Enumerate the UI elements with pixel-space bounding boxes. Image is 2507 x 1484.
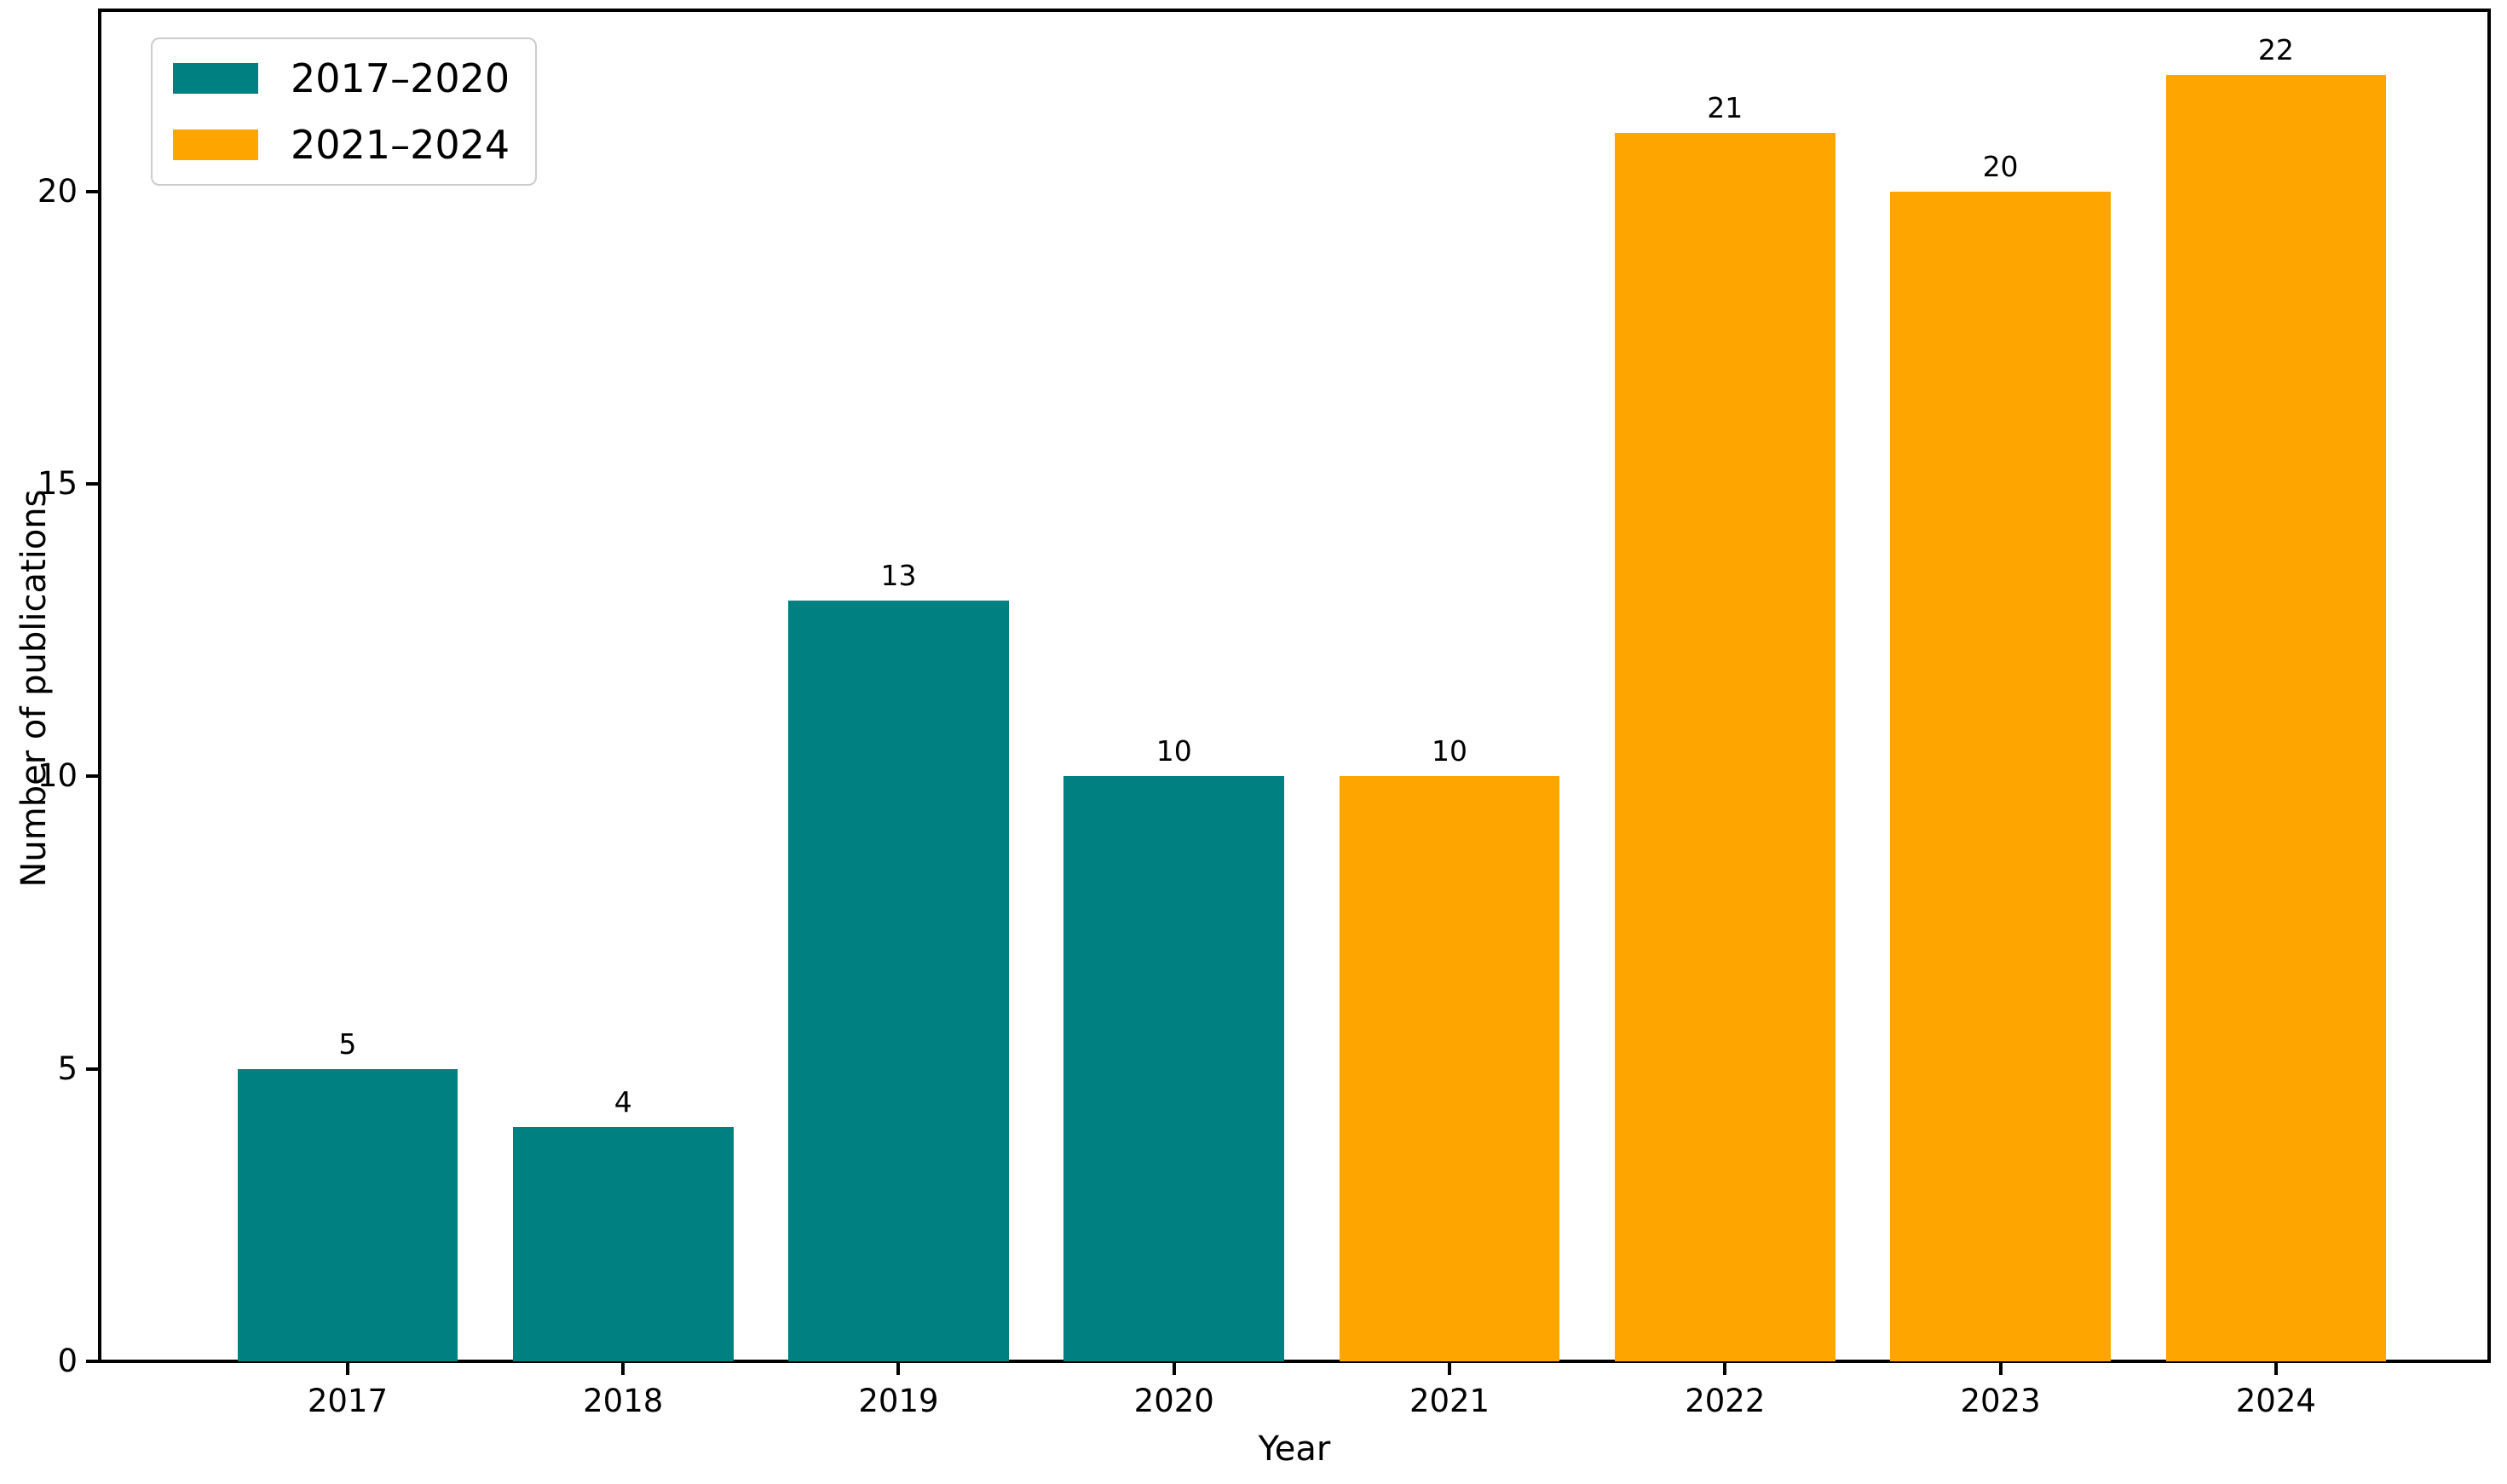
bar-value-label: 13 xyxy=(880,559,917,593)
bar-2019 xyxy=(788,601,1009,1361)
bar-value-label: 20 xyxy=(1982,149,2019,183)
legend-item-2017-2020: 2017–2020 xyxy=(173,56,510,101)
legend: 2017–2020 2021–2024 xyxy=(151,37,538,186)
x-tick-mark xyxy=(1172,1361,1176,1375)
bar-2020 xyxy=(1063,776,1285,1361)
bar-value-label: 10 xyxy=(1432,734,1468,768)
bar-2017 xyxy=(237,1068,458,1361)
x-tick-label: 2018 xyxy=(583,1383,664,1419)
legend-swatch-teal-icon xyxy=(173,63,258,94)
y-tick-label: 10 xyxy=(37,757,78,795)
y-tick-mark xyxy=(86,1360,100,1363)
x-tick-mark xyxy=(621,1361,625,1375)
y-tick-label: 0 xyxy=(57,1343,78,1379)
x-tick-mark xyxy=(1448,1361,1452,1375)
bar-value-label: 10 xyxy=(1156,734,1192,768)
x-tick-label: 2019 xyxy=(858,1383,939,1419)
y-tick-mark xyxy=(86,482,100,486)
bar-value-label: 22 xyxy=(2257,32,2294,66)
bar-2018 xyxy=(512,1127,734,1361)
bar-2022 xyxy=(1614,133,1836,1361)
bar-2021 xyxy=(1339,776,1560,1361)
y-tick-mark xyxy=(86,774,100,779)
x-tick-label: 2020 xyxy=(1133,1383,1214,1419)
bar-2024 xyxy=(2165,74,2387,1361)
y-tick-label: 5 xyxy=(57,1050,78,1087)
x-tick-label: 2022 xyxy=(1685,1383,1766,1419)
y-tick-label: 15 xyxy=(37,465,78,503)
x-tick-label: 2024 xyxy=(2235,1383,2316,1419)
bar-value-label: 21 xyxy=(1707,91,1743,125)
legend-label: 2021–2024 xyxy=(291,122,510,168)
x-axis-label: Year xyxy=(1258,1429,1331,1469)
x-tick-label: 2021 xyxy=(1409,1383,1490,1419)
bar-value-label: 5 xyxy=(338,1027,357,1061)
x-tick-mark xyxy=(2274,1361,2278,1375)
legend-label: 2017–2020 xyxy=(291,55,510,101)
x-tick-mark xyxy=(896,1361,901,1375)
x-tick-label: 2023 xyxy=(1960,1383,2041,1419)
x-tick-mark xyxy=(1998,1361,2003,1375)
y-tick-mark xyxy=(86,189,100,193)
bar-value-label: 4 xyxy=(614,1085,632,1119)
y-tick-label: 20 xyxy=(37,172,78,210)
bar-2023 xyxy=(1890,191,2111,1361)
legend-item-2021-2024: 2021–2024 xyxy=(173,123,510,167)
x-tick-label: 2017 xyxy=(307,1383,389,1419)
y-tick-mark xyxy=(86,1067,100,1071)
x-tick-mark xyxy=(1723,1361,1727,1375)
legend-swatch-orange-icon xyxy=(173,129,258,160)
x-tick-mark xyxy=(345,1361,349,1375)
